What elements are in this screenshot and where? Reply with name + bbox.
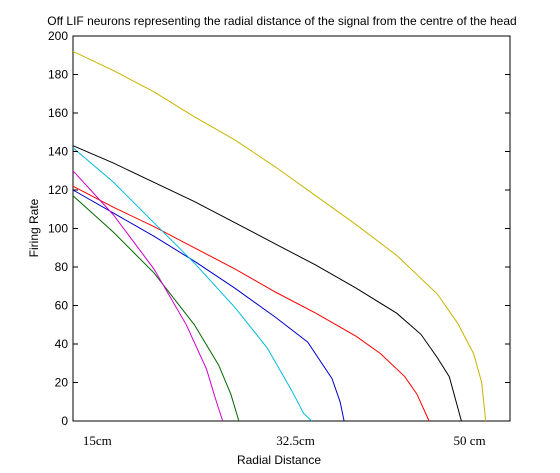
x-tick-label: 50 cm — [453, 433, 485, 448]
series-line-1 — [72, 50, 487, 422]
x-axis: 15cm 32.5cm 50 cm — [83, 433, 486, 448]
y-tick-label: 80 — [55, 260, 69, 274]
y-tick-label: 120 — [48, 183, 68, 197]
plot-area — [72, 35, 511, 422]
y-axis: 0 20 40 60 80 100 120 140 160 180 200 — [48, 29, 510, 428]
series-line-7 — [72, 170, 224, 422]
x-tick-label: 32.5cm — [276, 433, 315, 448]
series-line-3 — [72, 185, 430, 422]
y-tick-label: 140 — [48, 145, 68, 159]
y-tick-label: 200 — [48, 29, 68, 43]
y-tick-label: 40 — [55, 337, 69, 351]
y-tick-label: 0 — [61, 414, 68, 428]
y-tick-label: 20 — [55, 376, 69, 390]
y-tick-label: 100 — [48, 222, 68, 236]
series-line-2 — [72, 145, 462, 422]
series-line-5 — [72, 147, 313, 422]
y-axis-label: Firing Rate — [27, 198, 41, 257]
plot-frame — [72, 35, 511, 422]
y-tick-label: 180 — [48, 68, 68, 82]
series-line-4 — [72, 189, 345, 422]
y-tick-label: 60 — [55, 299, 69, 313]
x-axis-label: Radial Distance — [237, 453, 321, 467]
x-tick-label: 15cm — [83, 433, 112, 448]
chart-title: Off LIF neurons representing the radial … — [47, 14, 516, 28]
y-tick-label: 160 — [48, 106, 68, 120]
series-line-6 — [72, 195, 240, 422]
